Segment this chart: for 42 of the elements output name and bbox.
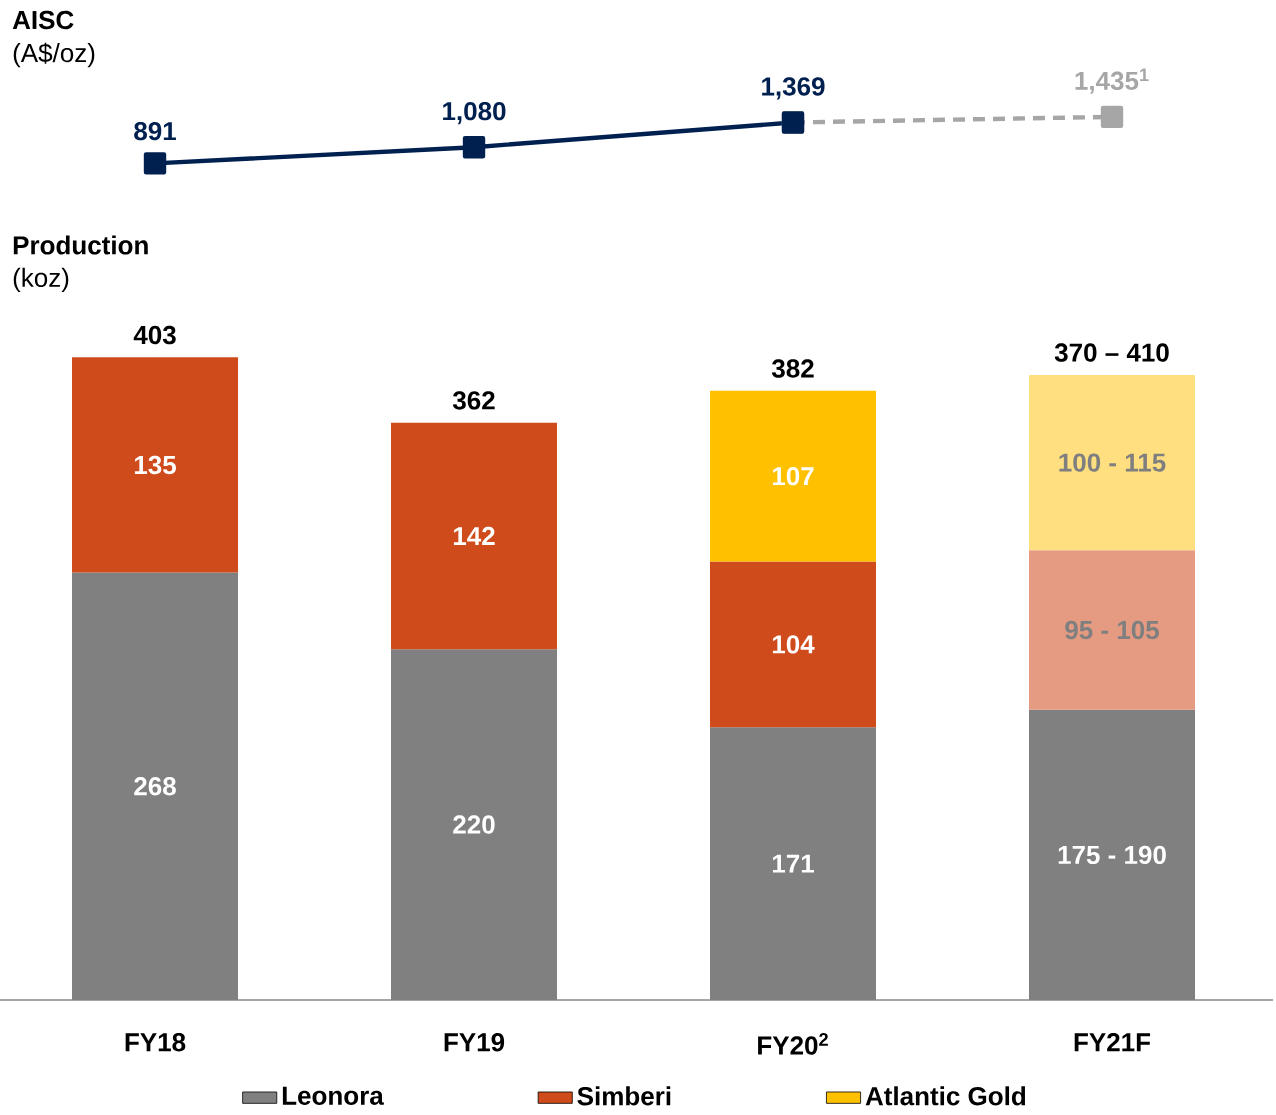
data-label: 104 xyxy=(772,635,815,654)
bar xyxy=(710,561,877,728)
bar xyxy=(391,422,558,650)
data-label: 171 xyxy=(772,854,814,873)
annotation: 175 - 190 xyxy=(1058,845,1166,865)
data-label: 1,369 xyxy=(762,77,825,100)
data-label: 142 xyxy=(453,526,495,546)
legend-label: Simberi xyxy=(577,1086,671,1106)
bar xyxy=(1029,550,1196,710)
bar xyxy=(710,390,877,562)
x-tick-label: FY19 xyxy=(444,1033,505,1052)
data-label: 220 xyxy=(453,815,495,834)
total-label: 403 xyxy=(133,325,176,345)
chart-title: AISC xyxy=(12,10,74,30)
point xyxy=(1100,105,1124,129)
total-label: 382 xyxy=(771,359,814,378)
x-tick-label: FY20$^{2}$ xyxy=(758,1033,828,1055)
data-label: 107 xyxy=(772,466,814,486)
bar xyxy=(1029,374,1196,551)
bar xyxy=(72,572,239,1000)
bar xyxy=(72,357,239,573)
annotation: 95 - 105 xyxy=(1065,620,1159,640)
data-label: 135 xyxy=(134,455,176,475)
bar xyxy=(710,727,877,1000)
point xyxy=(462,136,486,159)
legend-label: Atlantic Gold xyxy=(865,1086,1026,1106)
bar xyxy=(1029,709,1196,1000)
chart-subtitle: (koz) xyxy=(13,267,69,293)
annotation: 100 - 115 xyxy=(1059,453,1166,472)
point xyxy=(143,152,167,175)
data-label: 1,435$^{1}$ xyxy=(1075,68,1149,94)
data-label: 268 xyxy=(134,777,176,796)
x-tick-label: FY18 xyxy=(125,1033,186,1052)
total-label: 370 – 410 xyxy=(1054,343,1169,362)
data-label: 1,080 xyxy=(443,101,506,125)
chart-title: Production xyxy=(13,235,148,255)
data-label: 891 xyxy=(134,121,176,141)
total-label: 362 xyxy=(452,391,495,410)
legend-label: Leonora xyxy=(282,1086,384,1105)
bar xyxy=(391,649,558,1000)
x-tick-label: FY21F xyxy=(1074,1033,1151,1052)
chart-subtitle: (A$/oz) xyxy=(13,42,95,68)
